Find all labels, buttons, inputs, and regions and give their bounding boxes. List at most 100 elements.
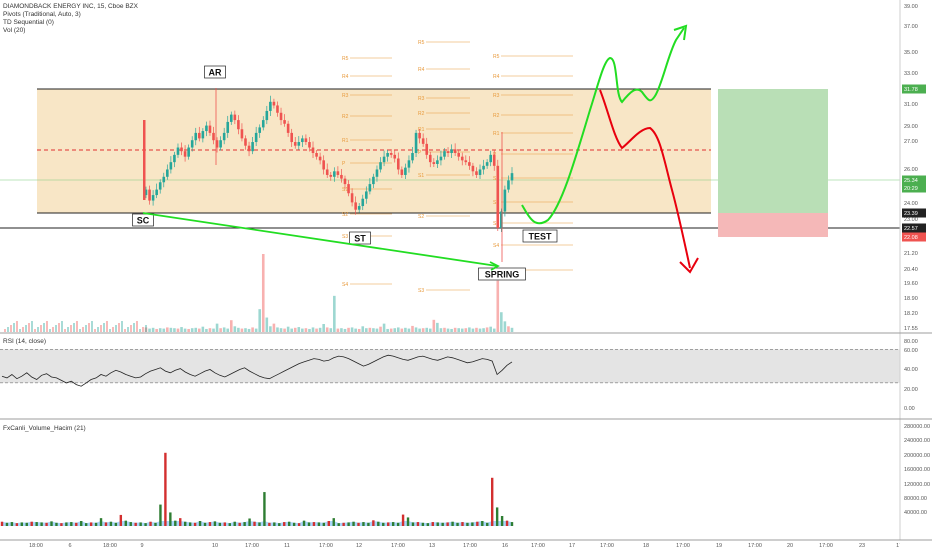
- volume-hacim-bar: [99, 518, 103, 526]
- price-tick-label: 17.55: [904, 326, 918, 332]
- volume-hacim-bar: [362, 522, 365, 526]
- rsi-title: RSI (14, close): [3, 338, 46, 345]
- candle-body: [464, 160, 468, 163]
- candle-body: [361, 198, 365, 207]
- price-label-support: 22.57: [904, 226, 918, 232]
- main-volume-bar: [308, 328, 311, 332]
- candle-body: [261, 120, 265, 128]
- candle-body: [215, 140, 219, 148]
- candle-body: [382, 156, 386, 163]
- main-volume-bar: [46, 321, 48, 332]
- main-volume-bar: [368, 327, 372, 332]
- candle-body: [471, 165, 475, 172]
- price-label-last: 25.34: [904, 178, 918, 184]
- time-tick-label: 17:00: [391, 543, 405, 549]
- price-tick-label: 35.00: [904, 50, 918, 56]
- volume-hacim-bar: [426, 523, 430, 526]
- candle-body: [176, 147, 180, 155]
- main-volume-bar: [229, 320, 233, 332]
- candle-body: [269, 101, 272, 111]
- candle-body: [507, 180, 510, 190]
- candle-body: [411, 153, 414, 161]
- volume-hacim-bar: [486, 522, 489, 526]
- time-tick-label: 16: [502, 543, 508, 549]
- main-volume-bar: [106, 321, 108, 332]
- rsi-panel: [0, 334, 900, 418]
- main-volume-bar: [471, 328, 475, 332]
- volume-hacim-bar: [278, 523, 281, 526]
- main-volume-bar: [311, 327, 315, 332]
- volume-hacim-bar: [124, 520, 127, 526]
- candle-body: [286, 123, 290, 133]
- main-volume-bar: [485, 327, 489, 332]
- volume-hacim-bar: [35, 522, 38, 526]
- main-volume-bar: [475, 327, 478, 332]
- volume-hacim-bar: [149, 521, 152, 526]
- volume-hacim-bar: [243, 522, 246, 526]
- candle-body: [460, 156, 464, 161]
- main-volume-bar: [279, 328, 283, 332]
- candle-body: [336, 171, 340, 175]
- price-label-countdown-bg: [902, 183, 926, 193]
- volume-hacim-bar: [436, 522, 439, 526]
- candle-body: [283, 120, 286, 124]
- main-volume-bar: [468, 327, 471, 332]
- time-tick-label: 17: [569, 543, 575, 549]
- candle-body: [308, 142, 311, 148]
- ar-label-box: [204, 65, 226, 79]
- time-tick-label: 17:00: [676, 543, 690, 549]
- main-volume-bar: [139, 329, 141, 332]
- volume-hacim-bar: [70, 522, 73, 526]
- price-panel: R5 R4 R3 R2 R1 P S1 S2 S3 S4 R5 R4 R3 R2 R1 P S1 S2 S3 R5 R4…: [0, 24, 900, 332]
- time-tick-label: 17:00: [819, 543, 833, 549]
- volume-hacim-bar: [184, 521, 187, 526]
- time-tick-label: 17:00: [531, 543, 545, 549]
- main-volume-bar: [492, 328, 496, 332]
- main-volume-bar: [237, 327, 240, 332]
- price-tick-label: 37.00: [904, 24, 918, 30]
- main-volume-bar: [258, 309, 262, 332]
- volume-hacim-bar: [406, 517, 410, 526]
- main-volume-bar: [357, 328, 361, 332]
- candle-body: [208, 125, 212, 133]
- main-volume-bar: [325, 327, 329, 332]
- candle-body: [372, 176, 375, 185]
- volume-hacim-bar: [0, 521, 4, 526]
- main-volume-bar: [142, 327, 144, 332]
- volume-hacim-bar: [327, 521, 330, 526]
- candle-body: [219, 140, 222, 148]
- main-volume-bar: [212, 328, 215, 332]
- main-volume-bar: [507, 326, 510, 332]
- candle-body: [183, 151, 187, 157]
- main-volume-bar: [118, 323, 120, 332]
- volume-hacim-bar: [396, 522, 400, 526]
- pivot-label-r5: R5: [493, 54, 500, 60]
- main-volume-bar: [97, 327, 99, 332]
- volume-tick-label: 280000.00: [904, 424, 930, 430]
- main-volume-bar: [503, 321, 507, 332]
- candle-body: [393, 154, 397, 159]
- main-volume-bar: [244, 328, 247, 332]
- main-volume-bar: [4, 329, 6, 332]
- main-volume-bar: [198, 328, 201, 332]
- volume-hacim-bar: [144, 523, 147, 526]
- price-label-target-bg: [902, 84, 926, 94]
- main-volume-bar: [428, 328, 432, 332]
- volume-hacim-bar: [233, 521, 236, 526]
- volume-hacim-bar: [297, 523, 301, 526]
- volume-hacim-bar: [317, 522, 321, 526]
- main-volume-bar: [293, 327, 297, 332]
- volume-hacim-bar: [490, 477, 494, 526]
- volume-hacim-bar: [203, 522, 207, 526]
- pivot-label-s1: S1: [493, 176, 499, 182]
- volume-hacim-bar: [322, 522, 326, 526]
- sc-label-box: [132, 213, 154, 227]
- pivot-label-r4: R4: [418, 67, 425, 73]
- main-volume-bar: [194, 327, 198, 332]
- volume-hacim-bar: [5, 522, 9, 526]
- candle-body: [343, 178, 347, 185]
- candle-body: [173, 154, 176, 163]
- candle-body: [365, 191, 368, 199]
- time-tick-label: 23: [859, 543, 865, 549]
- candle-body: [386, 153, 389, 157]
